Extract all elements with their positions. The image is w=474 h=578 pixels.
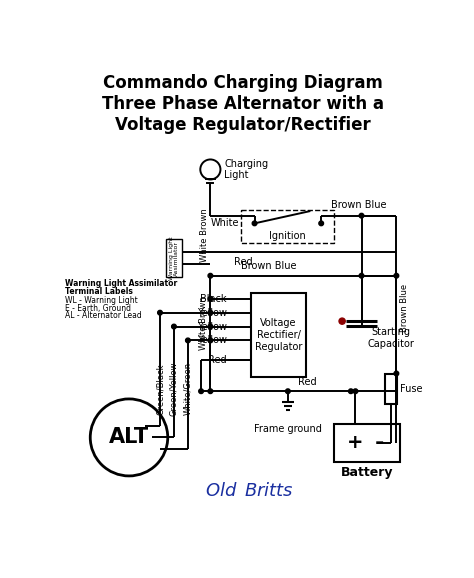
Circle shape: [348, 389, 353, 394]
Text: White/Green: White/Green: [183, 362, 192, 416]
Text: Black: Black: [200, 294, 227, 304]
Text: Warning Light Assimilator: Warning Light Assimilator: [65, 279, 178, 288]
Bar: [251, 292, 306, 377]
Circle shape: [252, 221, 257, 225]
Text: ALT: ALT: [109, 427, 149, 447]
Text: Red: Red: [234, 257, 253, 267]
Circle shape: [208, 324, 213, 329]
Text: White: White: [210, 218, 239, 228]
Text: Fuse: Fuse: [400, 384, 423, 394]
Circle shape: [208, 389, 213, 394]
Text: Frame ground: Frame ground: [254, 424, 322, 434]
Circle shape: [285, 389, 290, 394]
Circle shape: [208, 297, 213, 301]
Text: Charging
Light: Charging Light: [224, 158, 268, 180]
Circle shape: [199, 389, 203, 394]
Text: Green/Yellow: Green/Yellow: [169, 362, 178, 416]
Circle shape: [186, 338, 190, 343]
Bar: [334, 424, 400, 462]
Text: $\mathit{Old}$: $\mathit{Old}$: [205, 482, 237, 501]
Text: $\mathit{Britts}$: $\mathit{Britts}$: [244, 482, 293, 501]
Text: Commando Charging Diagram
Three Phase Alternator with a
Voltage Regulator/Rectif: Commando Charging Diagram Three Phase Al…: [102, 74, 384, 134]
Circle shape: [319, 221, 324, 225]
Text: Red: Red: [208, 355, 227, 365]
Text: Yellow: Yellow: [197, 307, 227, 318]
Circle shape: [359, 273, 364, 278]
Circle shape: [158, 310, 162, 315]
Text: White Brown: White Brown: [200, 208, 209, 262]
Bar: [166, 239, 182, 277]
Text: Red: Red: [298, 377, 317, 387]
Text: E - Earth, Ground: E - Earth, Ground: [65, 303, 131, 313]
Text: Yellow: Yellow: [197, 335, 227, 346]
Circle shape: [208, 310, 213, 315]
Text: Ignition: Ignition: [270, 231, 306, 242]
Text: -: -: [374, 433, 384, 453]
Text: Battery: Battery: [341, 466, 393, 479]
Text: Brown Blue: Brown Blue: [331, 200, 386, 210]
Circle shape: [208, 273, 213, 278]
Text: WL - Warning Light: WL - Warning Light: [65, 296, 138, 305]
Circle shape: [359, 213, 364, 218]
Circle shape: [172, 324, 176, 329]
Text: Terminal Labels: Terminal Labels: [65, 287, 133, 297]
Circle shape: [394, 273, 399, 278]
Circle shape: [353, 389, 358, 394]
Text: White Brown: White Brown: [199, 297, 208, 350]
Text: Warning Light
Assimilator: Warning Light Assimilator: [169, 236, 179, 280]
Text: Brown Blue: Brown Blue: [400, 284, 409, 332]
Text: Starting
Capacitor: Starting Capacitor: [368, 327, 415, 349]
Circle shape: [394, 371, 399, 376]
Text: Voltage
Rectifier/
Regulator: Voltage Rectifier/ Regulator: [255, 318, 302, 351]
Circle shape: [208, 338, 213, 343]
Circle shape: [339, 318, 345, 324]
Text: AL - Alternator Lead: AL - Alternator Lead: [65, 312, 142, 320]
Text: Brown Blue: Brown Blue: [241, 261, 296, 271]
Text: Green/Black: Green/Black: [155, 363, 164, 414]
Bar: [385, 373, 397, 404]
Text: Yellow: Yellow: [197, 321, 227, 332]
Text: +: +: [347, 434, 364, 453]
